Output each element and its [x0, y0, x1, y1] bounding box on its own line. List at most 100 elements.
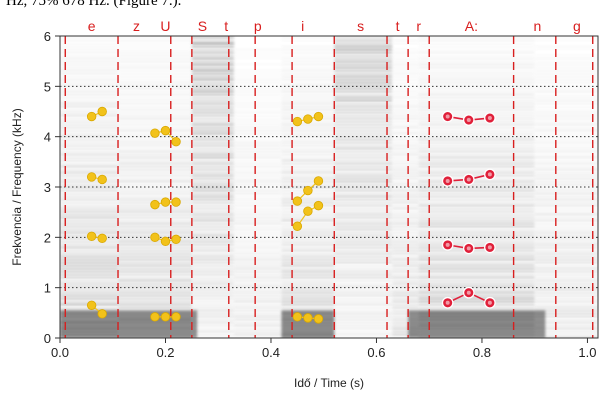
spectrogram-band — [281, 306, 335, 309]
spectrogram-band — [60, 294, 119, 297]
spectrogram-band — [334, 132, 393, 135]
spectrogram-band — [534, 258, 598, 261]
spectrogram-band — [234, 330, 282, 333]
formant-points — [86, 106, 496, 324]
spectrogram-texture — [60, 36, 598, 338]
spectrogram-band — [191, 48, 235, 51]
spectrogram-band — [334, 288, 393, 291]
spectrogram-band — [534, 177, 598, 180]
spectrogram-band — [191, 330, 235, 333]
x-tick-label: 0.6 — [367, 345, 385, 360]
spectrogram-band — [534, 306, 598, 309]
spectrogram-band — [60, 75, 119, 78]
y-tick-label: 4 — [44, 130, 51, 145]
spectrogram-band — [118, 267, 192, 270]
spectrogram-band — [392, 249, 419, 252]
spectrogram-band — [118, 72, 192, 75]
spectrogram-band — [234, 123, 282, 126]
spectrogram-band — [418, 72, 535, 75]
spectrogram-band — [334, 297, 393, 300]
spectrogram-band — [418, 108, 535, 111]
spectrogram-band — [234, 204, 282, 207]
spectrogram-band — [534, 327, 598, 330]
spectrogram-band — [418, 258, 535, 261]
spectrogram-band — [281, 36, 335, 39]
spectrogram-band — [281, 135, 335, 138]
spectrogram-band — [392, 315, 419, 318]
spectrogram-band — [534, 264, 598, 267]
spectrogram-band — [60, 195, 119, 198]
data-point-highlight — [466, 290, 471, 295]
spectrogram-band — [334, 180, 393, 183]
spectrogram-band — [392, 99, 419, 102]
spectrogram-band — [534, 150, 598, 153]
spectrogram-band — [334, 312, 393, 315]
spectrogram-band — [118, 60, 192, 63]
spectrogram-band — [118, 36, 192, 39]
y-tick-label: 1 — [44, 281, 51, 296]
spectrogram-band — [334, 72, 393, 75]
spectrogram-band — [60, 279, 119, 282]
spectrogram-band — [534, 204, 598, 207]
spectrogram-band — [191, 54, 235, 57]
spectrogram-band — [191, 315, 235, 318]
spectrogram-band — [281, 159, 335, 162]
spectrogram-band — [118, 63, 192, 66]
spectrogram-band — [281, 129, 335, 132]
segment-label: e — [88, 18, 96, 34]
spectrogram-band — [234, 168, 282, 171]
spectrogram-band — [534, 99, 598, 102]
spectrogram-band — [60, 42, 119, 45]
spectrogram-band — [234, 111, 282, 114]
spectrogram-band — [392, 93, 419, 96]
spectrogram-band — [234, 288, 282, 291]
spectrogram-band — [392, 294, 419, 297]
spectrogram-band — [118, 57, 192, 60]
spectrogram-band — [418, 264, 535, 267]
spectrogram-band — [334, 333, 393, 336]
spectrogram-band — [118, 81, 192, 84]
spectrogram-band — [418, 174, 535, 177]
spectrogram-band — [392, 210, 419, 213]
spectrogram-band — [534, 57, 598, 60]
spectrogram-band — [234, 297, 282, 300]
spectrogram-band — [191, 129, 235, 132]
data-point — [303, 313, 313, 323]
spectrogram-band — [334, 90, 393, 93]
spectrogram-band — [234, 177, 282, 180]
spectrogram-band — [234, 105, 282, 108]
spectrogram-band — [334, 318, 393, 321]
spectrogram-band — [418, 270, 535, 273]
spectrogram-band — [418, 192, 535, 195]
spectrogram-band — [234, 114, 282, 117]
spectrogram-band — [191, 333, 235, 336]
spectrogram-band — [281, 195, 335, 198]
spectrogram-band — [234, 243, 282, 246]
spectrogram-band — [191, 66, 235, 69]
segment-label: z — [133, 18, 140, 34]
spectrogram-band — [418, 240, 535, 243]
x-axis-label: Idő / Time (s) — [294, 376, 364, 390]
spectrogram-band — [60, 156, 119, 159]
data-point — [150, 232, 160, 243]
spectrogram-band — [334, 258, 393, 261]
spectrogram-band — [118, 189, 192, 192]
spectrogram-band — [334, 93, 393, 96]
spectrogram-band — [281, 141, 335, 144]
spectrogram-band — [234, 258, 282, 261]
spectrogram-band — [334, 129, 393, 132]
data-point-highlight — [445, 114, 450, 119]
spectrogram-band — [534, 72, 598, 75]
spectrogram-band — [534, 105, 598, 108]
spectrogram-band — [281, 54, 335, 57]
x-tick-label: 0.4 — [262, 345, 280, 360]
spectrogram-band — [191, 183, 235, 186]
spectrogram-band — [281, 258, 335, 261]
spectrogram-band — [234, 81, 282, 84]
spectrogram-band — [234, 300, 282, 303]
spectrogram-band — [418, 78, 535, 81]
spectrogram-band — [334, 243, 393, 246]
spectrogram-band — [60, 267, 119, 270]
spectrogram-band — [234, 327, 282, 330]
spectrogram-band — [418, 63, 535, 66]
